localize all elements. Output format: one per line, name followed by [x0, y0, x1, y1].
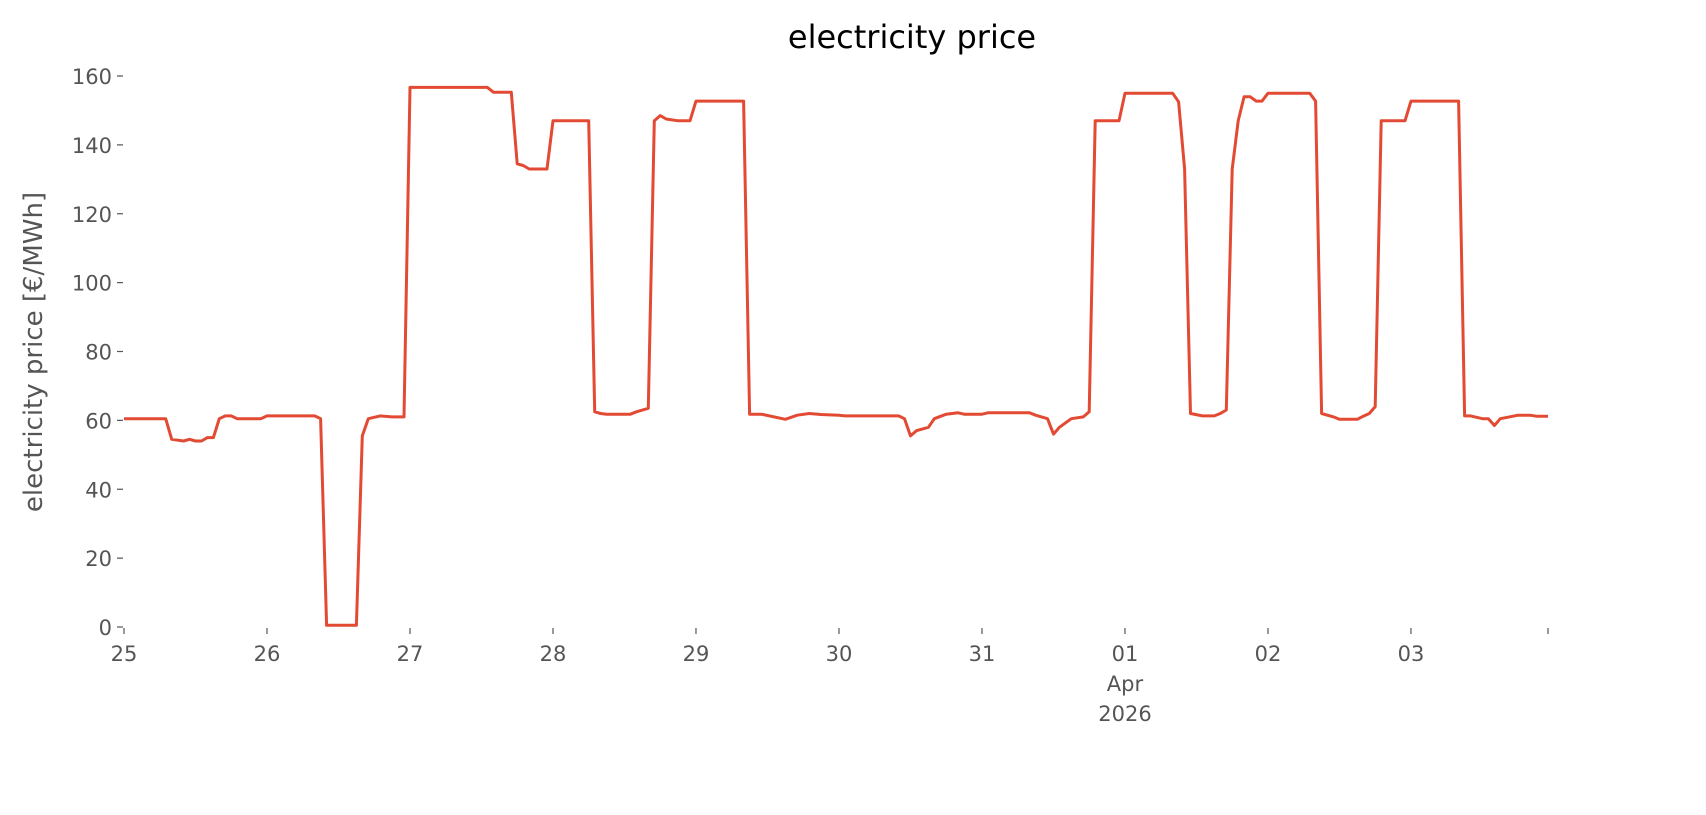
tick-label-line: 2026 [1098, 702, 1151, 726]
chart-title: electricity price [788, 18, 1036, 56]
x-tick-label: 01 Apr 2026 [1098, 642, 1151, 726]
x-tick-label: 30 [826, 642, 853, 666]
tick-label-line: 01 [1112, 642, 1139, 666]
y-tick-label: 0 [99, 616, 112, 640]
line-series [124, 85, 1548, 627]
x-tick-label: 03 [1398, 642, 1425, 666]
x-tick-label: 27 [397, 642, 424, 666]
x-tick-label: 25 [111, 642, 138, 666]
y-tick-label: 60 [85, 409, 112, 433]
y-tick-label: 140 [72, 134, 112, 158]
y-axis-label: electricity price [€/MWh] [19, 192, 49, 512]
x-tick-label: 31 [969, 642, 996, 666]
y-tick-label: 20 [85, 547, 112, 571]
y-tick-label: 160 [72, 65, 112, 89]
y-tick-label: 120 [72, 203, 112, 227]
y-tick-label: 100 [72, 272, 112, 296]
y-tick-label: 80 [85, 341, 112, 365]
tick-label-line: Apr [1107, 672, 1144, 696]
x-tick-label: 28 [540, 642, 567, 666]
x-tick-label: 02 [1255, 642, 1282, 666]
y-tick-label: 40 [85, 478, 112, 502]
x-tick-label: 26 [254, 642, 281, 666]
x-tick-label: 29 [683, 642, 710, 666]
